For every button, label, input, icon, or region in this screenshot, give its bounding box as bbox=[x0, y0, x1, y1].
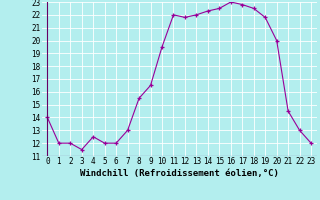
X-axis label: Windchill (Refroidissement éolien,°C): Windchill (Refroidissement éolien,°C) bbox=[80, 169, 279, 178]
